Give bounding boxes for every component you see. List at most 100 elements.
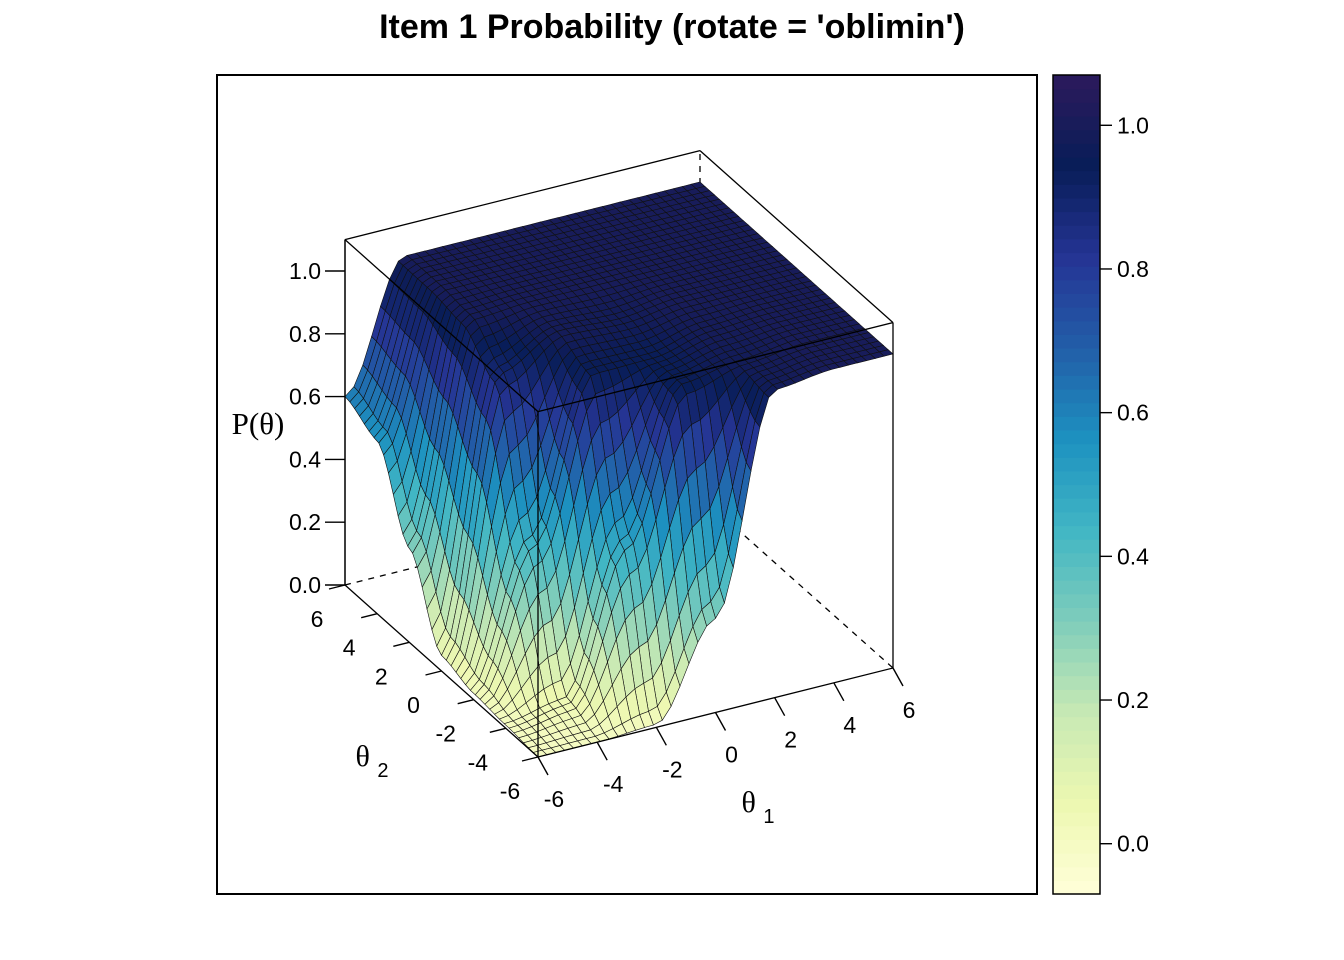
colorbar-swatch (1053, 252, 1100, 267)
y-axis-label: θ 2 (356, 740, 389, 782)
colorbar-swatch (1053, 771, 1100, 786)
x-axis-tick-label: -2 (662, 756, 682, 782)
colorbar-swatch (1053, 307, 1100, 322)
colorbar-swatch (1053, 566, 1100, 581)
colorbar-swatch (1053, 470, 1100, 486)
colorbar-swatch (1053, 648, 1100, 663)
colorbar-swatch (1053, 798, 1100, 813)
colorbar-swatch (1053, 320, 1100, 335)
x-axis-label-subscript: 1 (763, 806, 774, 828)
colorbar-swatch (1053, 539, 1100, 554)
plot-frame (216, 74, 1038, 895)
colorbar-swatch (1053, 525, 1100, 540)
x-axis-label: θ 1 (742, 786, 775, 828)
colorbar-swatch (1053, 75, 1100, 90)
colorbar-swatch (1053, 388, 1100, 404)
colorbar-swatch (1053, 443, 1100, 458)
z-axis-tick-label: 0.8 (289, 321, 321, 347)
colorbar-swatch (1053, 115, 1100, 131)
colorbar-swatch (1053, 143, 1100, 158)
x-axis-tick (596, 741, 608, 761)
y-axis-tick (521, 756, 539, 762)
box-back-edge (699, 150, 894, 324)
colorbar-swatch (1053, 348, 1100, 363)
colorbar-swatch (1053, 661, 1100, 677)
colorbar-swatch (1053, 716, 1100, 731)
colorbar-swatch (1053, 266, 1100, 281)
y-axis-tick-label: 6 (311, 606, 324, 632)
colorbar-swatch (1053, 839, 1100, 854)
colorbar-swatch (1053, 156, 1100, 172)
x-axis-tick-label: 2 (784, 727, 797, 753)
x-axis-tick (892, 667, 904, 687)
z-axis-tick-label: 0.2 (289, 509, 321, 535)
colorbar-frame (1052, 74, 1101, 895)
x-axis-tick (537, 756, 549, 776)
y-axis-tick (360, 612, 378, 619)
colorbar-swatch (1053, 880, 1100, 895)
colorbar-swatch (1053, 866, 1100, 881)
colorbar-swatch (1053, 170, 1100, 185)
colorbar-swatch (1053, 743, 1100, 759)
colorbar-swatch (1053, 402, 1100, 417)
colorbar-swatch (1053, 689, 1100, 704)
colorbar-tick-label: 0.4 (1117, 543, 1149, 569)
colorbar-swatch (1053, 129, 1100, 144)
box-front-edge (344, 239, 539, 413)
y-axis-tick (489, 727, 507, 734)
colorbar-swatch (1053, 730, 1100, 745)
box-front-edge (537, 321, 894, 413)
colorbar-tick-label: 0.2 (1117, 687, 1149, 713)
colorbar-swatch (1053, 757, 1100, 772)
colorbar-swatch (1053, 375, 1100, 390)
colorbar-tick-label: 0.0 (1117, 831, 1149, 857)
colorbar-swatch (1053, 825, 1100, 840)
colorbar-swatch (1053, 593, 1100, 608)
colorbar-swatch (1053, 457, 1100, 472)
colorbar-tick-label: 0.6 (1117, 400, 1149, 426)
colorbar-swatch (1053, 634, 1100, 649)
colorbar-swatch (1053, 88, 1100, 103)
surface-mesh (344, 181, 894, 758)
colorbar-swatch (1053, 279, 1100, 294)
colorbar-swatch (1053, 853, 1100, 868)
y-axis-tick-label: -2 (435, 721, 455, 747)
colorbar-tick-label: 1.0 (1117, 112, 1149, 138)
y-axis-label-subscript: 2 (377, 760, 388, 782)
box-back-edge (344, 149, 701, 241)
colorbar-swatch (1053, 580, 1100, 595)
colorbar-swatch (1053, 675, 1100, 690)
z-axis-tick-label: 0.0 (289, 572, 321, 598)
z-axis-label: P(θ) (232, 406, 285, 441)
x-axis-tick-label: -6 (544, 786, 564, 812)
colorbar-tick-label: 0.8 (1117, 256, 1149, 282)
colorbar: 0.0 0.2 0.4 0.6 0.8 1.0 (1052, 74, 1149, 895)
y-axis-label-text: θ (356, 740, 370, 773)
y-axis-tick-label: -4 (468, 749, 489, 775)
x-axis-tick-label: 6 (903, 697, 916, 723)
colorbar-swatch (1053, 334, 1100, 349)
colorbar-swatch (1053, 293, 1100, 308)
colorbar-swatch (1053, 621, 1100, 636)
colorbar-swatch (1053, 484, 1100, 499)
x-axis-tick-label: 0 (725, 742, 738, 768)
y-axis-tick-label: 2 (375, 663, 388, 689)
colorbar-swatch (1053, 225, 1100, 240)
colorbar-swatch (1053, 361, 1100, 376)
colorbar-swatch (1053, 211, 1100, 226)
z-axis-tick-label: 1.0 (289, 258, 321, 284)
x-axis-tick-label: 4 (843, 712, 856, 738)
z-axis-tick-label: 0.4 (289, 446, 321, 472)
y-axis-tick-label: -6 (500, 778, 520, 804)
chart-title: Item 1 Probability (rotate = 'oblimin') (379, 8, 965, 46)
x-axis-tick-label: -4 (603, 771, 624, 797)
y-axis-tick-label: 0 (407, 692, 420, 718)
y-axis-tick (457, 698, 474, 705)
x-axis-tick (714, 712, 727, 731)
y-axis-tick-label: 4 (343, 635, 356, 661)
y-axis-tick (425, 670, 442, 676)
colorbar-swatch (1053, 498, 1100, 513)
colorbar-swatch (1053, 102, 1100, 117)
